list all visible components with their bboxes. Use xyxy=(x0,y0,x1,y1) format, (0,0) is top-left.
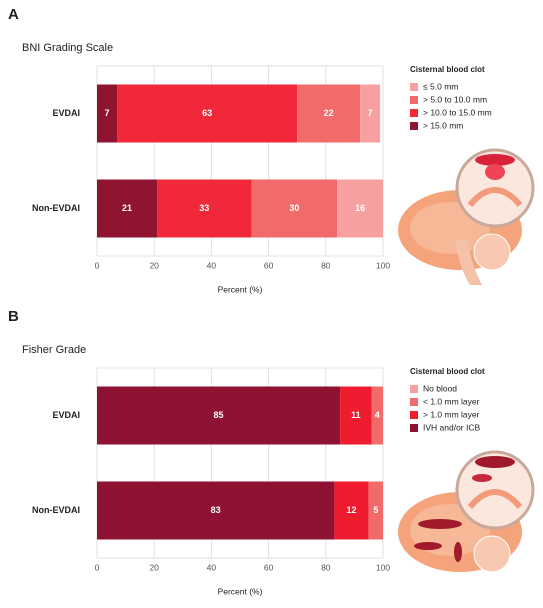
panel-label: A xyxy=(8,6,19,23)
legend-label: < 1.0 mm layer xyxy=(423,396,480,406)
x-tick-label: 20 xyxy=(149,562,159,572)
legend-title: Cisternal blood clot xyxy=(410,65,485,74)
y-tick-label: Non-EVDAI xyxy=(32,505,80,515)
bar-segment xyxy=(371,386,383,445)
bar-segment xyxy=(368,481,383,540)
bar-segment xyxy=(97,84,118,143)
value-label: 7 xyxy=(368,108,373,118)
x-tick-label: 60 xyxy=(264,562,274,572)
legend-swatch xyxy=(410,411,418,419)
value-label: 5 xyxy=(373,505,378,515)
bar-segment xyxy=(340,386,372,445)
bar-segment xyxy=(97,179,158,238)
x-tick-label: 20 xyxy=(149,260,159,270)
value-label: 7 xyxy=(105,108,110,118)
bar-segment xyxy=(117,84,298,143)
x-tick-label: 80 xyxy=(321,562,331,572)
value-label: 4 xyxy=(375,410,380,420)
value-label: 22 xyxy=(324,108,334,118)
brain-illustration-b xyxy=(398,450,535,573)
legend-swatch xyxy=(410,385,418,393)
x-tick-label: 80 xyxy=(321,260,331,270)
x-tick-label: 40 xyxy=(207,562,217,572)
x-axis-label: Percent (%) xyxy=(218,284,263,294)
legend-label: > 5.0 to 10.0 mm xyxy=(423,94,487,104)
panel-label: B xyxy=(8,308,19,325)
legend-label: No blood xyxy=(423,383,457,393)
bar-segment xyxy=(157,179,252,238)
bar-segment xyxy=(251,179,338,238)
legend-swatch xyxy=(410,398,418,406)
bar-segment xyxy=(297,84,361,143)
value-label: 12 xyxy=(347,505,357,515)
legend-swatch xyxy=(410,122,418,130)
y-tick-label: EVDAI xyxy=(52,410,80,420)
bar-segment xyxy=(360,84,381,143)
x-tick-label: 60 xyxy=(264,260,274,270)
bar-segment xyxy=(97,386,341,445)
legend-title: Cisternal blood clot xyxy=(410,367,485,376)
brain-illustration-a xyxy=(398,148,535,285)
x-tick-label: 0 xyxy=(95,260,100,270)
legend-swatch xyxy=(410,83,418,91)
bar-segment xyxy=(334,481,369,540)
chart-title: Fisher Grade xyxy=(22,344,86,356)
bar-segment xyxy=(97,481,335,540)
x-tick-label: 0 xyxy=(95,562,100,572)
value-label: 30 xyxy=(289,203,299,213)
x-axis-label: Percent (%) xyxy=(218,586,263,596)
value-label: 83 xyxy=(211,505,221,515)
bar-segment xyxy=(337,179,383,238)
legend-label: > 10.0 to 15.0 mm xyxy=(423,107,492,117)
value-label: 16 xyxy=(355,203,365,213)
value-label: 11 xyxy=(351,410,361,420)
legend-label: > 1.0 mm layer xyxy=(423,409,480,419)
y-tick-label: Non-EVDAI xyxy=(32,203,80,213)
legend-label: IVH and/or ICB xyxy=(423,422,480,432)
value-label: 63 xyxy=(202,108,212,118)
x-tick-label: 100 xyxy=(376,562,390,572)
legend-label: ≤ 5.0 mm xyxy=(423,81,458,91)
legend-swatch xyxy=(410,96,418,104)
y-tick-label: EVDAI xyxy=(52,108,80,118)
value-label: 85 xyxy=(214,410,224,420)
x-tick-label: 100 xyxy=(376,260,390,270)
x-tick-label: 40 xyxy=(207,260,217,270)
value-label: 33 xyxy=(199,203,209,213)
legend-label: > 15.0 mm xyxy=(423,120,463,130)
value-label: 21 xyxy=(122,203,132,213)
chart-title: BNI Grading Scale xyxy=(22,42,113,54)
legend-swatch xyxy=(410,109,418,117)
legend-swatch xyxy=(410,424,418,432)
